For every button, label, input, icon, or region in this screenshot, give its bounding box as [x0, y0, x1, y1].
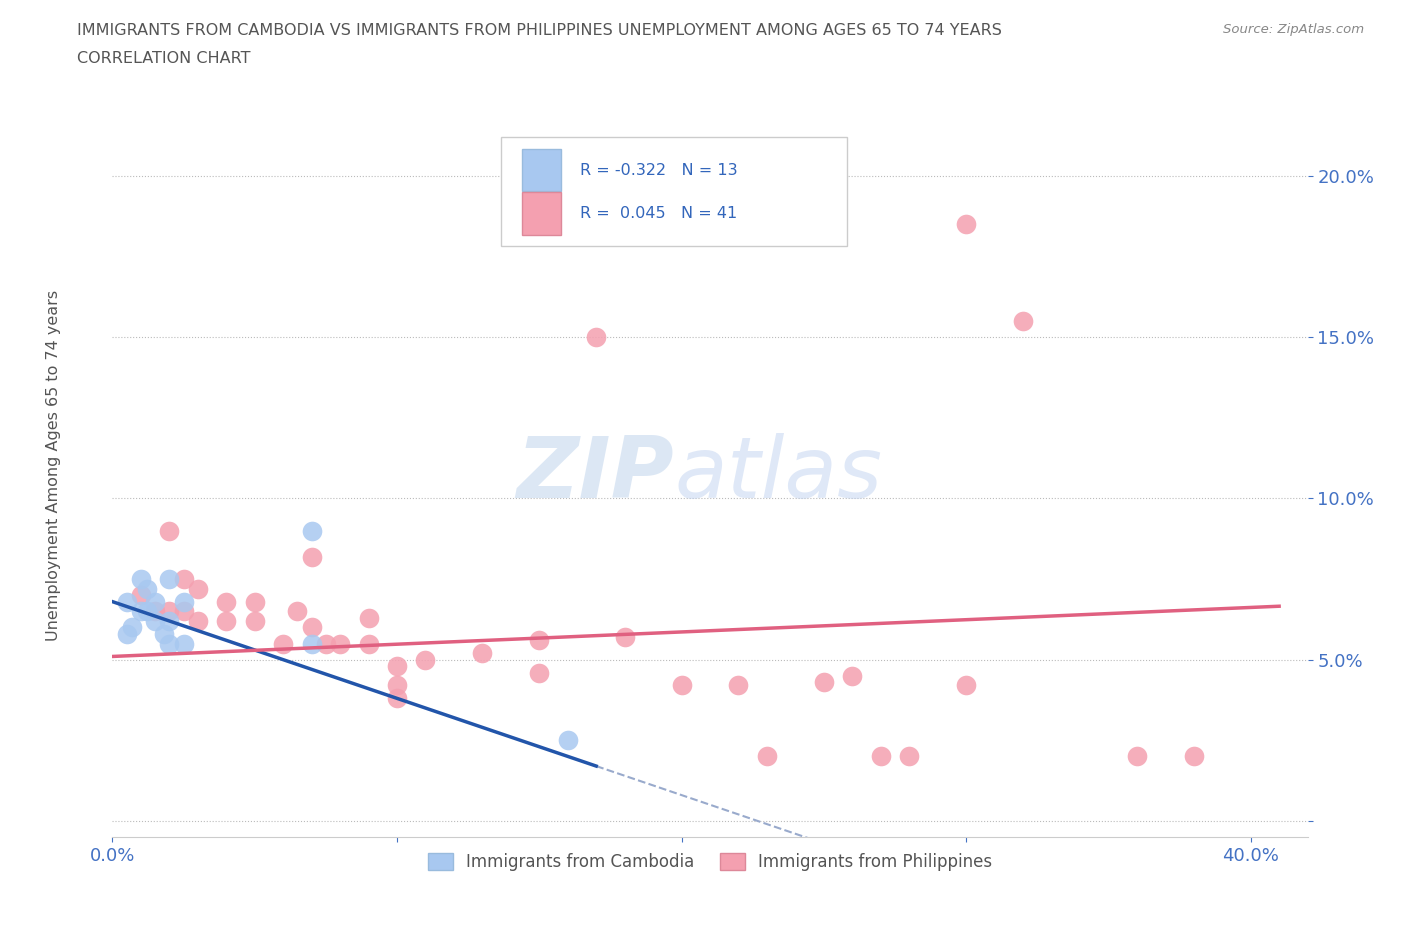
Point — [143, 594, 166, 609]
Point — [385, 691, 408, 706]
Point — [357, 636, 380, 651]
Point — [898, 749, 921, 764]
Point — [471, 645, 494, 660]
Point — [143, 604, 166, 618]
Point — [243, 594, 266, 609]
Point — [357, 610, 380, 625]
Point — [301, 636, 323, 651]
Point — [301, 620, 323, 635]
Point — [157, 604, 180, 618]
Point — [157, 572, 180, 587]
Point — [287, 604, 309, 618]
Point — [157, 614, 180, 629]
Point — [115, 627, 138, 642]
Point — [613, 630, 636, 644]
Point — [955, 217, 977, 232]
Point — [157, 524, 180, 538]
Point — [529, 665, 551, 680]
Point — [301, 524, 323, 538]
Text: IMMIGRANTS FROM CAMBODIA VS IMMIGRANTS FROM PHILIPPINES UNEMPLOYMENT AMONG AGES : IMMIGRANTS FROM CAMBODIA VS IMMIGRANTS F… — [77, 23, 1002, 38]
Text: R = -0.322   N = 13: R = -0.322 N = 13 — [579, 163, 737, 178]
Point — [841, 669, 863, 684]
Point — [129, 604, 152, 618]
Point — [115, 594, 138, 609]
Point — [157, 636, 180, 651]
Text: atlas: atlas — [675, 432, 882, 516]
Point — [187, 581, 209, 596]
Text: R =  0.045   N = 41: R = 0.045 N = 41 — [579, 206, 737, 221]
Point — [129, 572, 152, 587]
Point — [1182, 749, 1205, 764]
Point — [557, 733, 579, 748]
Point — [135, 604, 157, 618]
FancyBboxPatch shape — [523, 149, 561, 192]
Point — [385, 678, 408, 693]
Text: CORRELATION CHART: CORRELATION CHART — [77, 51, 250, 66]
Point — [135, 581, 157, 596]
Point — [143, 614, 166, 629]
Text: Unemployment Among Ages 65 to 74 years: Unemployment Among Ages 65 to 74 years — [46, 289, 60, 641]
Point — [385, 658, 408, 673]
Point — [152, 627, 174, 642]
Point — [1012, 313, 1035, 328]
Point — [215, 614, 238, 629]
FancyBboxPatch shape — [523, 193, 561, 235]
Point — [955, 678, 977, 693]
Point — [301, 549, 323, 564]
Point — [121, 620, 143, 635]
Point — [727, 678, 749, 693]
Point — [215, 594, 238, 609]
Point — [129, 588, 152, 603]
Point — [187, 614, 209, 629]
Legend: Immigrants from Cambodia, Immigrants from Philippines: Immigrants from Cambodia, Immigrants fro… — [423, 847, 997, 876]
Point — [813, 675, 835, 690]
Point — [529, 633, 551, 648]
Point — [1126, 749, 1149, 764]
Point — [173, 636, 195, 651]
Point — [329, 636, 352, 651]
Point — [415, 652, 437, 667]
Point — [271, 636, 294, 651]
Point — [243, 614, 266, 629]
Point — [173, 572, 195, 587]
Text: Source: ZipAtlas.com: Source: ZipAtlas.com — [1223, 23, 1364, 36]
Text: ZIP: ZIP — [516, 432, 675, 516]
Point — [671, 678, 693, 693]
FancyBboxPatch shape — [501, 137, 848, 246]
Point — [315, 636, 337, 651]
Point — [173, 594, 195, 609]
Point — [585, 330, 607, 345]
Point — [869, 749, 891, 764]
Point — [173, 604, 195, 618]
Point — [755, 749, 778, 764]
